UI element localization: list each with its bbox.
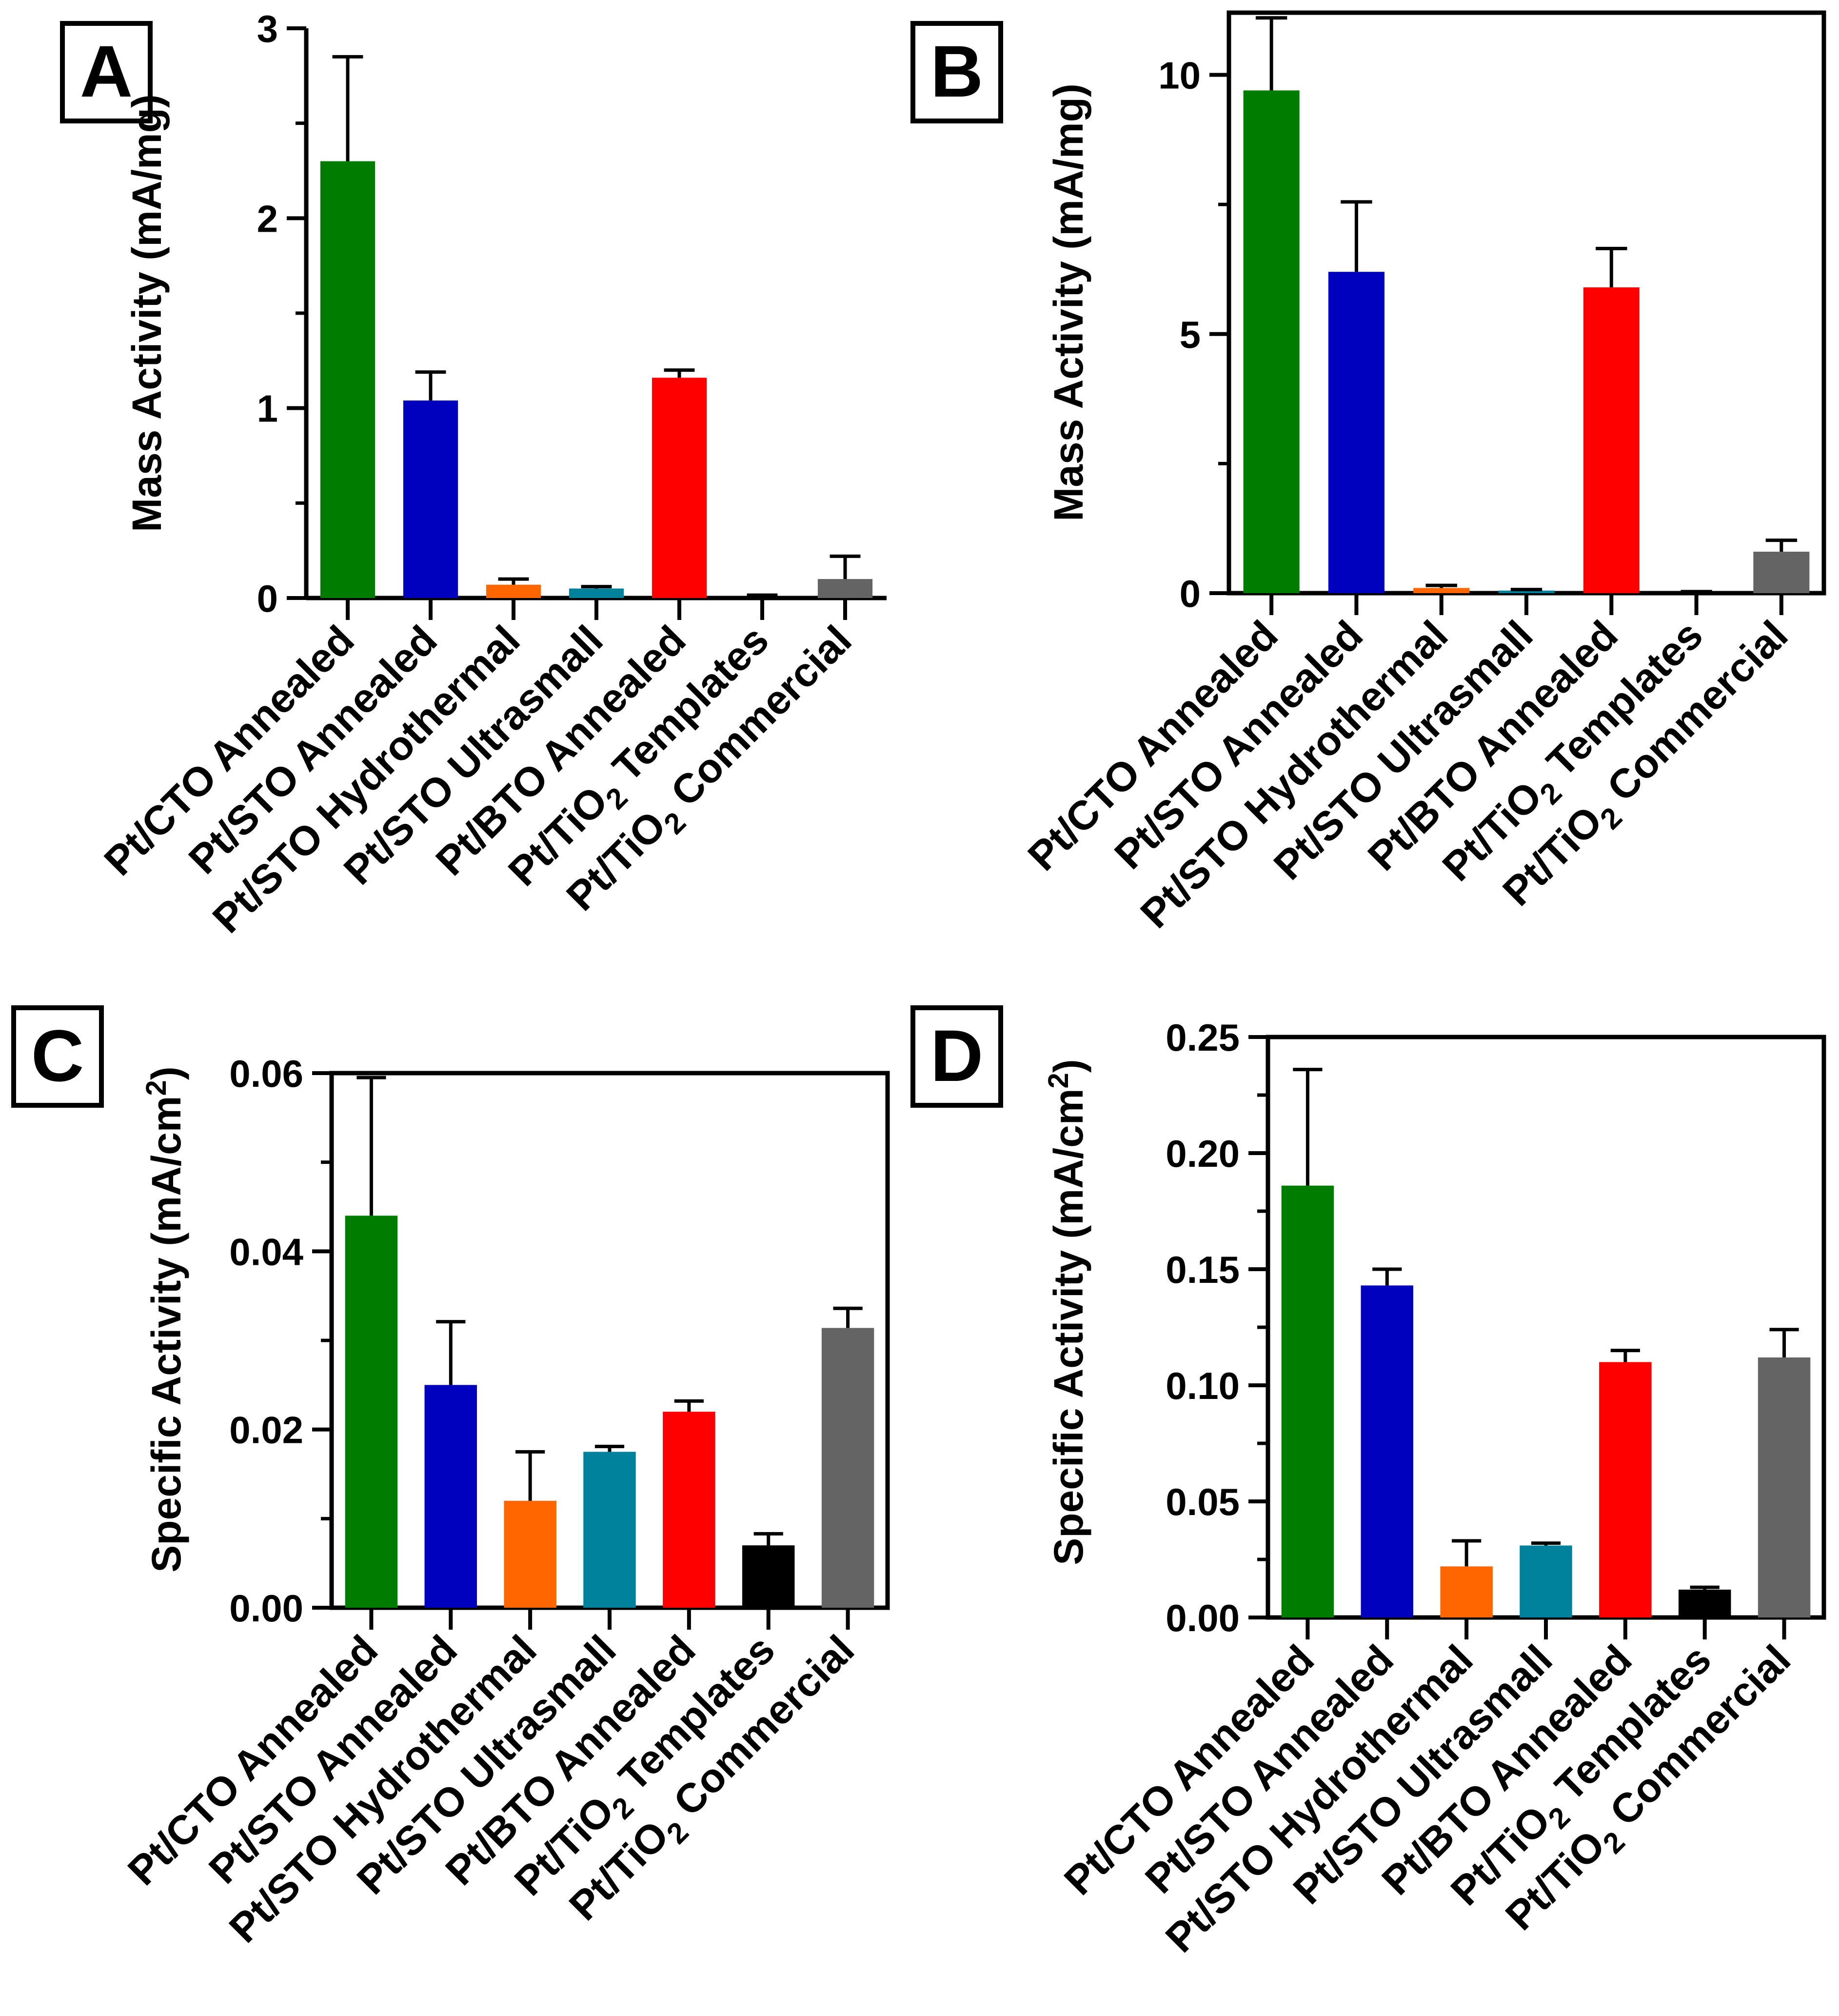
y-tick-label: 0.00 xyxy=(1166,1597,1240,1639)
panel-letter-box xyxy=(11,1005,104,1108)
y-tick-label: 0.00 xyxy=(229,1587,303,1630)
y-axis-label: Mass Activity (mA/mg) xyxy=(1046,83,1091,521)
panel-letter-box xyxy=(910,1005,1003,1108)
y-axis-label: Specific Activity (mA/cm2) xyxy=(1043,1059,1091,1565)
bar-7 xyxy=(1758,1357,1811,1617)
bar-4 xyxy=(1520,1545,1572,1617)
y-tick-label: 3 xyxy=(257,7,278,50)
bar-1 xyxy=(1281,1185,1334,1617)
bar-2 xyxy=(424,1385,477,1608)
bar-3 xyxy=(1413,588,1470,593)
bar-4 xyxy=(1498,590,1555,593)
y-tick-label: 0.15 xyxy=(1166,1248,1240,1291)
panel-letter-text: D xyxy=(930,1015,983,1097)
y-tick-label: 0.05 xyxy=(1166,1480,1240,1523)
panel-letter-box xyxy=(910,21,1003,123)
bar-6 xyxy=(734,596,790,598)
y-tick-label: 0 xyxy=(1180,572,1201,615)
bar-7 xyxy=(817,579,873,598)
x-category-label: Pt/STO Hydrothermal xyxy=(220,1626,545,1951)
panel-letter-box xyxy=(60,21,153,123)
bar-2 xyxy=(403,400,458,598)
y-tick-label: 0 xyxy=(257,577,278,620)
y-tick-label: 0.02 xyxy=(229,1409,303,1452)
y-tick-label: 0.20 xyxy=(1166,1132,1240,1175)
bar-1 xyxy=(345,1216,398,1608)
y-tick-label: 2 xyxy=(257,197,278,240)
y-tick-label: 0.04 xyxy=(229,1230,303,1273)
plot-frame xyxy=(1226,10,1826,596)
bar-4 xyxy=(569,588,624,598)
y-tick-label: 0.25 xyxy=(1166,1016,1240,1059)
bar-1 xyxy=(1243,90,1300,593)
bar-5 xyxy=(1583,287,1640,593)
panel-d: D 0.00 0.05 0.10 0.15 0.20 0.25 Specific Activi… xyxy=(910,1005,1826,1961)
panel-letter-c: C xyxy=(11,1005,104,1108)
bar-1 xyxy=(320,161,376,598)
bar-5 xyxy=(652,378,707,598)
bar-5 xyxy=(663,1412,715,1608)
panel-letter-b: B xyxy=(910,21,1003,123)
y-tick-label: 10 xyxy=(1158,54,1201,97)
y-axis-label: Mass Activity (mA/mg) xyxy=(124,94,170,532)
panel-letter-d: D xyxy=(910,1005,1003,1108)
bar-6 xyxy=(742,1545,795,1608)
panel-letter-a: A xyxy=(60,21,153,123)
y-tick-label: 1 xyxy=(257,387,278,430)
bar-3 xyxy=(1440,1566,1493,1617)
panel-c: C 0.00 0.02 0.04 0.06 Specific Activity (mA/c… xyxy=(11,1005,890,1951)
panel-letter-text: C xyxy=(31,1015,84,1097)
bar-2 xyxy=(1361,1285,1414,1617)
bar-6 xyxy=(1678,1589,1731,1617)
bar-3 xyxy=(504,1500,556,1608)
y-axis-label: Specific Activity (mA/cm2) xyxy=(140,1066,189,1572)
x-category-label: Pt/STO Hydrothermal xyxy=(1157,1636,1482,1961)
plot-frame xyxy=(1266,1035,1826,1620)
panel-letter-text: A xyxy=(80,30,133,112)
y-tick-label: 5 xyxy=(1180,313,1201,356)
bar-5 xyxy=(1599,1362,1652,1617)
bar-7 xyxy=(1753,552,1810,593)
bar-3 xyxy=(486,584,541,598)
y-tick-label: 0.10 xyxy=(1166,1364,1240,1407)
y-tick-label: 0.06 xyxy=(229,1052,303,1095)
panel-letter-text: B xyxy=(930,30,983,112)
bar-4 xyxy=(583,1452,636,1608)
bar-2 xyxy=(1328,272,1384,593)
bar-7 xyxy=(821,1328,874,1608)
